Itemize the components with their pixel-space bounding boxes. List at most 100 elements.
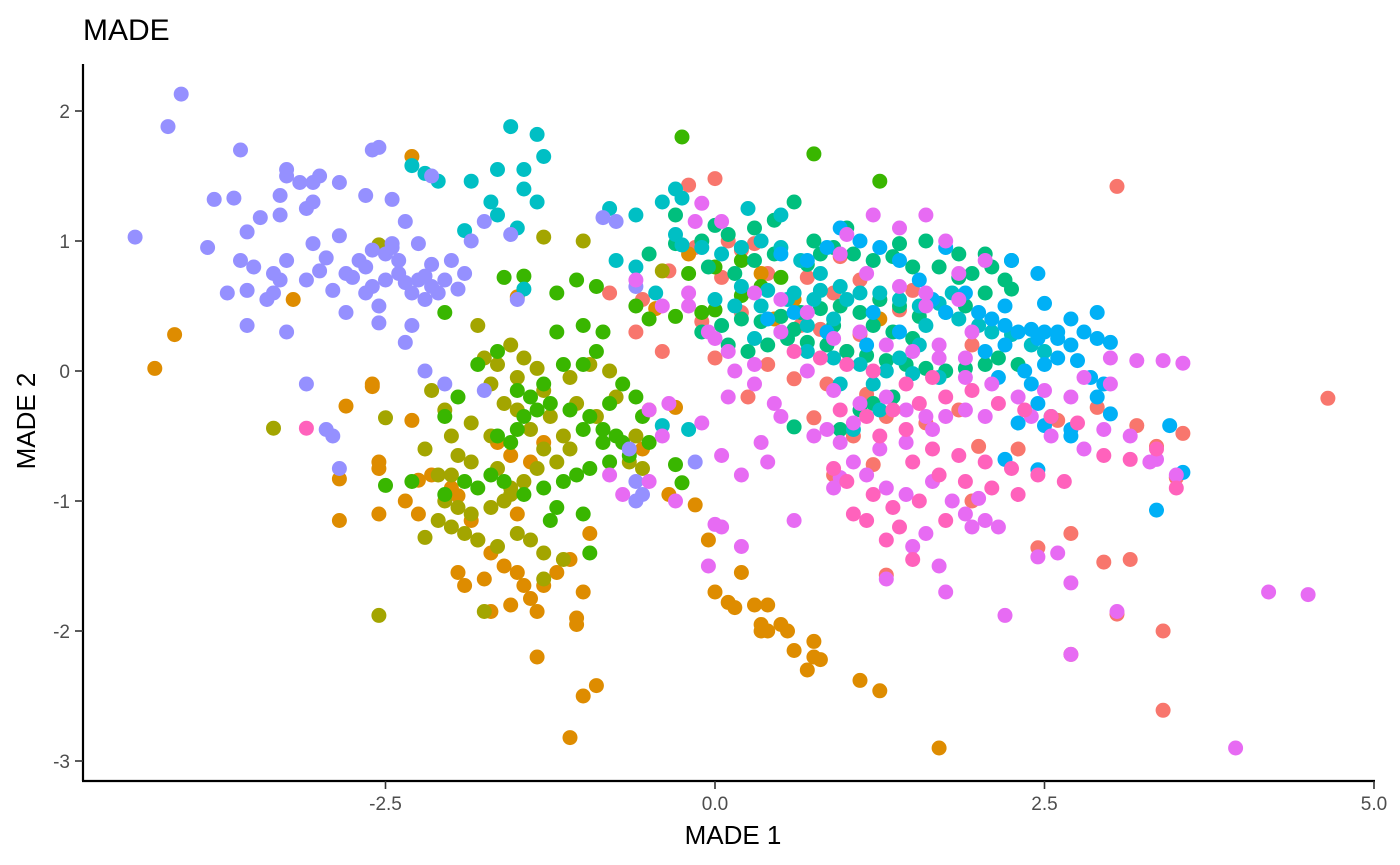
data-point — [285, 292, 301, 307]
data-point — [1175, 355, 1191, 371]
data-point — [206, 191, 222, 207]
data-point — [378, 272, 393, 288]
data-point — [457, 578, 473, 593]
data-point — [799, 305, 815, 320]
data-point — [931, 740, 947, 756]
data-point — [700, 259, 716, 275]
data-point — [654, 418, 670, 434]
data-point — [588, 344, 604, 359]
y-tick-label: 2 — [59, 102, 70, 123]
y-axis-ticks: -3 -2 -1 0 1 2 — [53, 102, 83, 773]
data-point — [575, 688, 591, 704]
data-point — [575, 584, 591, 600]
data-point — [523, 389, 538, 405]
data-point — [417, 292, 433, 307]
data-point — [878, 389, 894, 405]
data-point — [997, 337, 1013, 353]
data-point — [562, 730, 578, 746]
data-point — [865, 207, 881, 223]
data-point — [1063, 575, 1079, 591]
data-point — [826, 383, 842, 398]
data-point — [747, 376, 762, 392]
data-point — [786, 305, 802, 320]
data-point — [443, 467, 459, 483]
data-point — [279, 324, 295, 340]
data-point — [529, 461, 545, 476]
data-point — [575, 233, 591, 249]
data-point — [457, 474, 473, 489]
data-point — [549, 285, 565, 301]
data-point — [786, 643, 802, 658]
data-point — [806, 146, 822, 162]
data-point — [437, 409, 453, 424]
data-point — [964, 519, 980, 535]
data-point — [938, 409, 954, 424]
data-point — [536, 229, 552, 245]
data-point — [582, 409, 598, 424]
data-point — [799, 318, 815, 333]
data-point — [747, 285, 762, 301]
data-point — [865, 376, 881, 392]
data-point — [654, 344, 670, 359]
data-point — [404, 318, 420, 333]
data-point — [582, 545, 598, 561]
data-point — [990, 519, 1006, 535]
data-point — [977, 409, 993, 424]
data-point — [878, 363, 894, 379]
data-point — [773, 292, 789, 307]
data-point — [266, 266, 281, 281]
data-point — [516, 181, 532, 197]
data-point — [628, 259, 644, 275]
data-point — [641, 402, 657, 418]
data-point — [859, 467, 875, 483]
data-point — [1010, 487, 1026, 502]
data-point — [509, 292, 525, 307]
data-point — [595, 422, 611, 437]
data-point — [905, 454, 921, 470]
data-point — [878, 353, 894, 369]
data-point — [931, 337, 947, 353]
data-point — [312, 168, 328, 184]
data-point — [938, 584, 954, 600]
data-point — [872, 441, 888, 457]
data-point — [931, 350, 947, 366]
data-point — [786, 344, 802, 359]
data-point — [358, 188, 374, 203]
data-point — [628, 428, 644, 444]
data-point — [542, 396, 558, 411]
data-point — [1122, 428, 1138, 444]
data-point — [490, 162, 505, 177]
data-point — [760, 357, 776, 372]
data-point — [951, 448, 967, 463]
data-point — [964, 266, 980, 281]
data-point — [608, 253, 624, 268]
data-point — [905, 552, 921, 567]
data-point — [938, 305, 954, 320]
data-point — [957, 474, 973, 489]
data-point — [753, 266, 769, 281]
y-tick-label: -2 — [53, 622, 70, 643]
data-point — [503, 337, 519, 353]
data-point — [1043, 428, 1059, 444]
data-point — [516, 350, 532, 366]
data-point — [509, 422, 525, 437]
data-point — [424, 383, 440, 398]
data-point — [832, 435, 848, 450]
data-point — [799, 662, 815, 678]
data-point — [859, 337, 875, 353]
data-point — [1168, 480, 1184, 496]
data-point — [417, 441, 433, 457]
data-point — [700, 558, 716, 574]
data-point — [747, 357, 762, 372]
data-point — [562, 402, 578, 418]
data-point — [476, 604, 492, 619]
data-point — [707, 516, 723, 532]
data-point — [674, 190, 690, 206]
data-point — [885, 402, 901, 418]
data-point — [1063, 337, 1079, 353]
data-point — [806, 633, 822, 649]
data-point — [753, 298, 769, 314]
data-point — [1129, 353, 1145, 369]
data-point — [918, 207, 934, 223]
data-point — [588, 678, 604, 694]
